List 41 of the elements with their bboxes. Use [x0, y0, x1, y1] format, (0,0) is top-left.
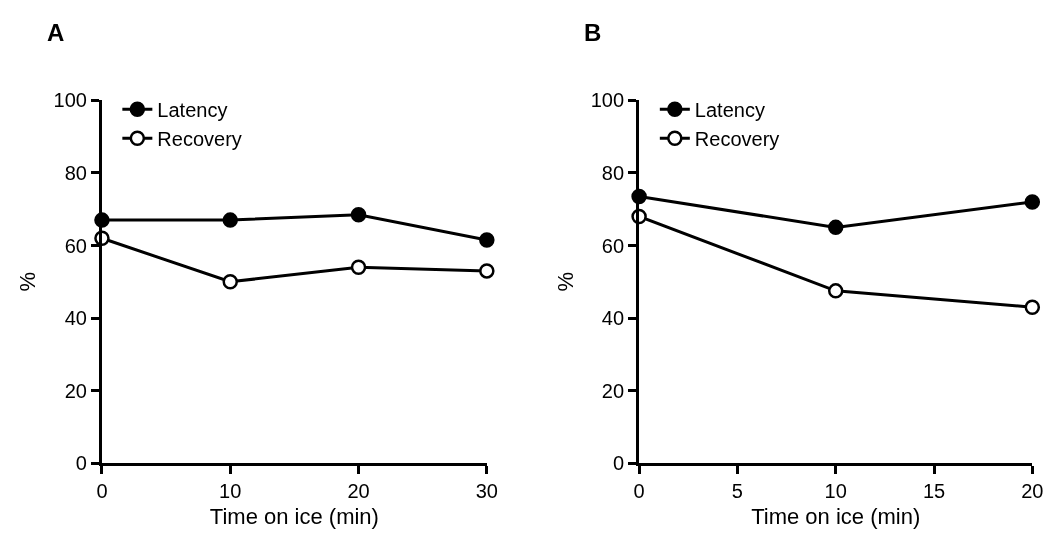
- x-axis-title: Time on ice (min): [751, 504, 921, 530]
- y-tick-label: 80: [64, 161, 87, 184]
- y-tick-label: 80: [601, 161, 625, 184]
- x-tick-label: 15: [922, 480, 946, 503]
- x-tick-label: 20: [1021, 480, 1044, 503]
- point: [479, 232, 495, 248]
- x-tick-label: 20: [347, 480, 370, 503]
- y-axis-title: %: [15, 272, 41, 292]
- y-tick-label: 40: [64, 307, 87, 330]
- x-axis-title: Time on ice (min): [209, 504, 379, 530]
- x-tick-label: 10: [219, 480, 242, 503]
- y-tick-label: 0: [612, 452, 625, 475]
- point: [827, 283, 844, 299]
- x-tick-label: 30: [475, 480, 498, 503]
- y-tick-label: 100: [590, 89, 625, 112]
- y-tick-label: 60: [64, 234, 87, 257]
- point: [222, 212, 238, 228]
- point: [350, 206, 367, 223]
- x-tick-label: 5: [731, 480, 743, 503]
- point: [350, 259, 367, 276]
- point: [1024, 194, 1041, 210]
- chart-title: B: [584, 19, 602, 46]
- chart-title: A: [47, 19, 65, 46]
- legend-label: Recovery: [694, 128, 780, 151]
- point: [827, 219, 844, 236]
- legend-label: Latency: [694, 99, 765, 122]
- legend-label: Latency: [157, 99, 228, 122]
- y-tick-label: 60: [601, 234, 625, 257]
- point: [222, 274, 238, 290]
- point: [479, 263, 495, 279]
- y-tick-label: 20: [601, 379, 625, 402]
- x-tick-label: 0: [633, 480, 645, 503]
- y-tick-label: 20: [64, 379, 87, 402]
- point: [1024, 299, 1041, 315]
- x-tick-label: 10: [824, 480, 847, 503]
- y-axis-title: %: [552, 272, 578, 292]
- legend-label: Recovery: [157, 128, 242, 151]
- y-tick-label: 0: [75, 452, 87, 475]
- x-tick-label: 0: [96, 480, 108, 503]
- y-tick-label: 100: [53, 89, 87, 112]
- y-tick-label: 40: [601, 307, 625, 330]
